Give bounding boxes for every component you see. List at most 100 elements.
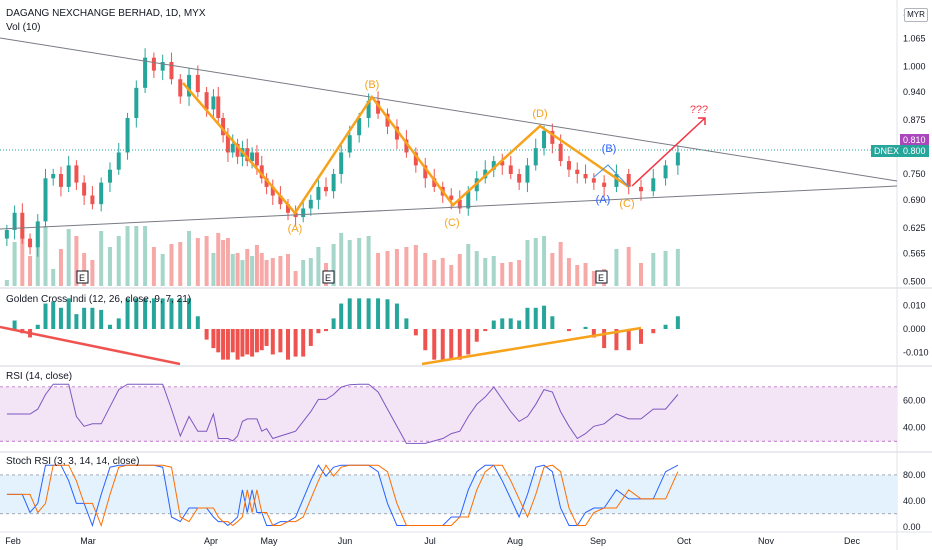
macd-histogram-bar <box>82 307 87 329</box>
candle-body <box>178 79 183 97</box>
sub-wave-line <box>593 164 630 188</box>
candle-body <box>583 174 588 179</box>
earnings-marker <box>595 270 608 284</box>
volume-bar <box>82 253 87 286</box>
volume-bar <box>385 251 390 286</box>
macd-histogram-bar <box>440 329 445 360</box>
upper-trendline <box>0 37 898 182</box>
macd-histogram-bar <box>254 329 259 353</box>
price-tag-high: 0.810 <box>900 134 929 146</box>
volume-bar <box>160 254 165 286</box>
macd-histogram-bar <box>614 329 619 351</box>
volume-bar <box>550 253 555 286</box>
candle-body <box>28 238 33 248</box>
candle-body <box>125 118 130 153</box>
volume-bar <box>566 258 571 286</box>
volume-bar <box>316 247 321 286</box>
stoch-tick-label: 0.00 <box>903 522 921 532</box>
macd-histogram-bar <box>491 320 496 329</box>
volume-bar <box>440 258 445 286</box>
price-tag-symbol: DNEX <box>871 145 903 157</box>
volume-bar <box>107 247 112 286</box>
wave-label: (C) <box>619 198 634 210</box>
candle-body <box>525 165 530 183</box>
macd-histogram-bar <box>250 329 255 357</box>
volume-bar <box>308 258 313 286</box>
candle-body <box>449 195 454 200</box>
volume-bar <box>264 260 269 286</box>
candle-body <box>204 92 209 110</box>
macd-histogram-bar <box>143 298 148 329</box>
time-tick-label: Aug <box>507 536 523 546</box>
candle-body <box>591 178 596 183</box>
volume-bar <box>466 244 471 286</box>
volume-bar <box>74 236 79 286</box>
volume-bar <box>20 226 25 286</box>
candle-body <box>533 148 538 166</box>
candle-body <box>116 152 121 170</box>
candle-body <box>404 139 409 153</box>
macd-histogram-bar <box>449 329 454 360</box>
macd-histogram-bar <box>160 298 165 329</box>
macd-histogram-bar <box>245 329 250 355</box>
time-tick-label: Nov <box>758 536 775 546</box>
candle-body <box>500 161 505 166</box>
stoch-d-line <box>6 464 679 528</box>
stoch-legend[interactable]: Stoch RSI (3, 3, 14, 14, close) <box>6 456 140 467</box>
candle-body <box>301 208 306 218</box>
macd-histogram-bar <box>169 298 174 329</box>
volume-bar <box>178 242 183 286</box>
wave-label: (B) <box>365 79 380 91</box>
macd-legend[interactable]: Golden Cross Indi (12, 26, close, 9, 7, … <box>6 294 192 305</box>
macd-histogram-bar <box>195 316 200 329</box>
volume-bar <box>278 256 283 286</box>
macd-histogram-bar <box>316 329 321 334</box>
volume-bar <box>533 238 538 286</box>
time-tick-label: Oct <box>677 536 692 546</box>
candle-body <box>66 165 71 187</box>
earnings-marker <box>76 270 89 284</box>
volume-bar <box>483 258 488 286</box>
volume-bar <box>449 265 454 286</box>
candle-body <box>339 152 344 174</box>
volume-bar <box>187 231 192 286</box>
candle-body <box>20 212 25 239</box>
macd-histogram-bar <box>466 329 471 355</box>
volume-bar <box>301 260 306 286</box>
currency-badge[interactable]: MYR <box>904 8 928 22</box>
macd-histogram-bar <box>216 329 221 353</box>
wave-line <box>182 82 630 216</box>
volume-bar <box>394 249 399 286</box>
macd-histogram-bar <box>533 307 538 329</box>
volume-legend[interactable]: Vol (10) <box>6 22 41 33</box>
macd-histogram-bar <box>663 324 668 329</box>
macd-histogram-bar <box>639 329 643 344</box>
volume-bar <box>43 226 48 286</box>
volume-bar <box>491 256 496 286</box>
macd-histogram-bar <box>542 305 547 329</box>
candle-body <box>316 186 321 200</box>
candle-body <box>82 182 87 196</box>
time-tick-label: Sep <box>590 536 606 546</box>
volume-bar <box>508 262 513 286</box>
macd-histogram-bar <box>602 329 607 349</box>
volume-bar <box>457 254 462 286</box>
macd-histogram-bar <box>385 299 390 329</box>
candle-body <box>602 182 607 187</box>
macd-histogram-bar <box>525 307 530 329</box>
volume-bar <box>204 236 209 286</box>
wave-label: (C) <box>444 217 459 229</box>
wave-label: ??? <box>690 104 708 116</box>
volume-bar <box>125 226 130 286</box>
earnings-marker-label: E <box>325 273 331 283</box>
volume-bar <box>250 256 255 286</box>
time-tick-label: May <box>260 536 278 546</box>
macd-histogram-bar <box>12 320 17 329</box>
rsi-legend[interactable]: RSI (14, close) <box>6 371 73 382</box>
macd-histogram-bar <box>404 318 409 329</box>
volume-bar <box>591 271 596 286</box>
candle-body <box>216 96 221 118</box>
candle-body <box>663 165 668 179</box>
macd-histogram-bar <box>178 298 183 329</box>
